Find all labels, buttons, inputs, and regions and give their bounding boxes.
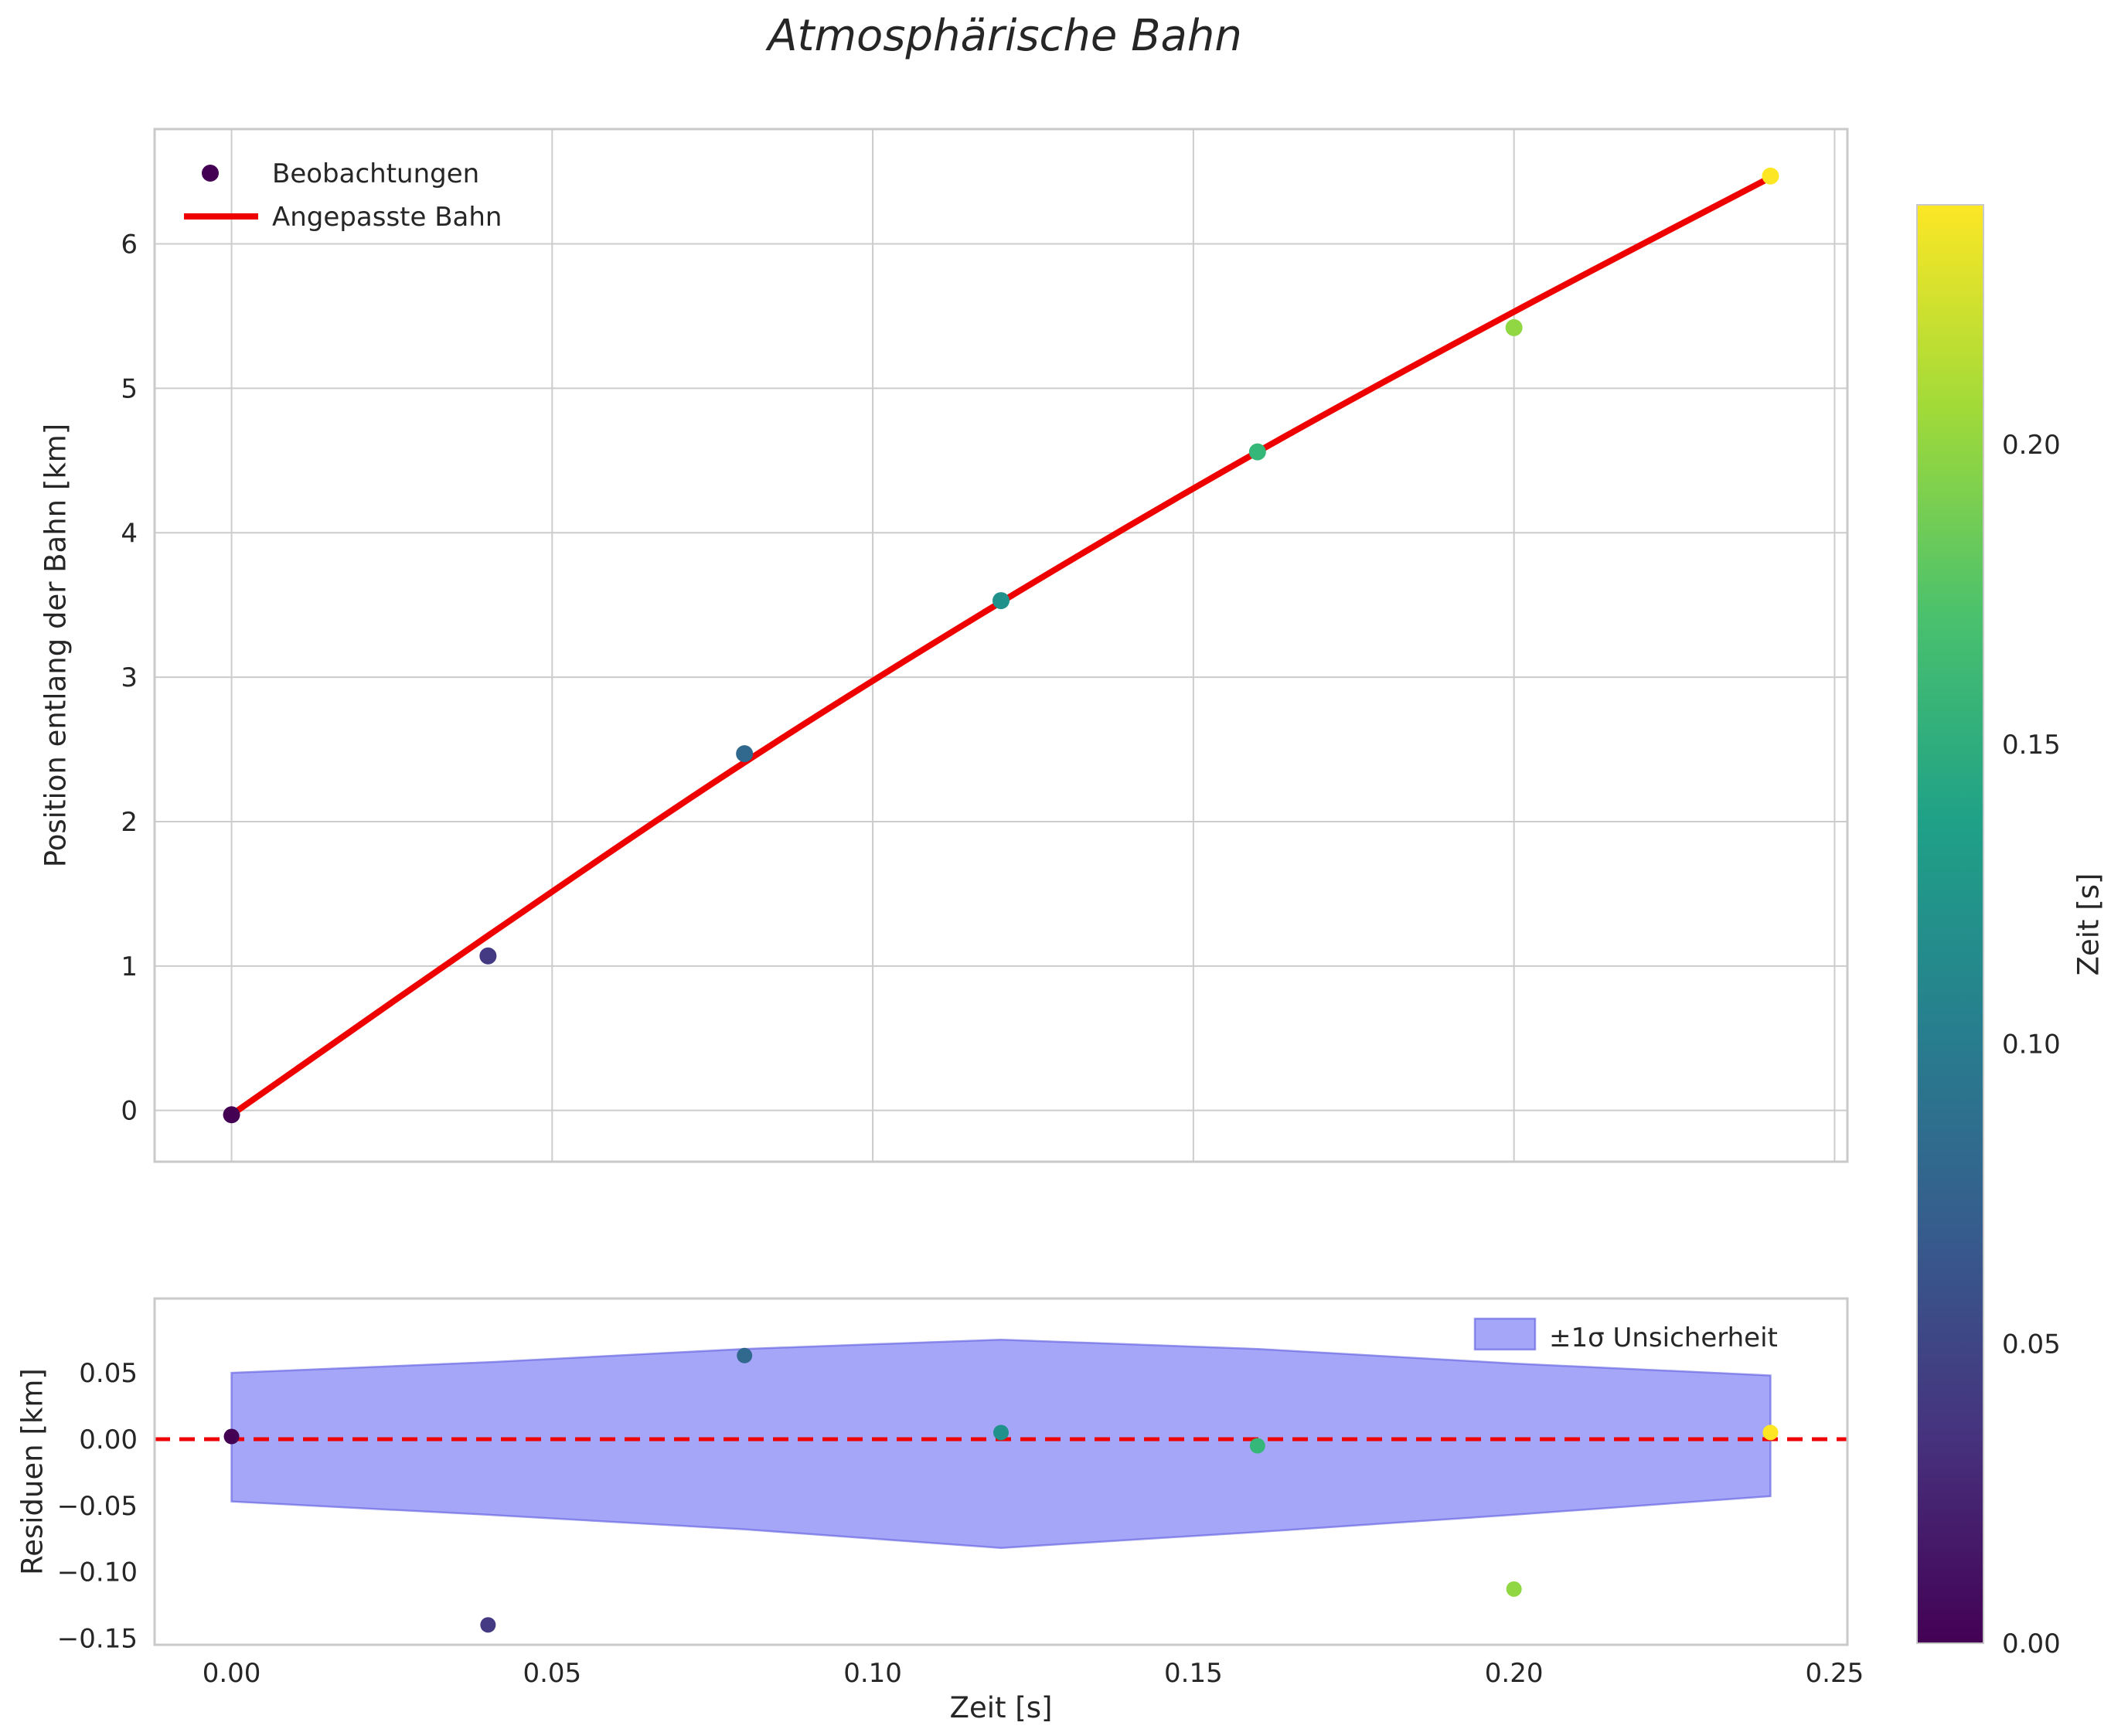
- observation-point: [1248, 443, 1266, 461]
- residual-y-tick-label: 0.00: [79, 1425, 138, 1455]
- residual-y-tick-label: −0.05: [57, 1491, 138, 1522]
- colorbar-tick-label: 0.15: [2002, 730, 2061, 761]
- observation-point: [223, 1106, 240, 1124]
- residual-plot: −0.15 −0.10 −0.05 0.00 0.05 0.00 0.05 0.10 0.15 0…: [57, 1297, 1864, 1689]
- chart-title: Atmosphärische Bahn: [768, 11, 1242, 61]
- colorbar-gradient: [1916, 204, 1984, 1644]
- residual-point: [1762, 1425, 1779, 1441]
- x-tick-label: 0.10: [843, 1658, 902, 1689]
- uncertainty-band: [230, 1338, 1772, 1549]
- legend-patch-band: [1473, 1317, 1537, 1351]
- residual-y-tick-label: −0.15: [57, 1623, 138, 1654]
- residual-y-tick-label: 0.05: [79, 1358, 138, 1389]
- main-plot: 0 1 2 3 4 5 6 Beobachtungen Angepasste Bahn: [121, 128, 1849, 1163]
- colorbar-tick-label: 0.10: [2002, 1030, 2061, 1060]
- main-y-tick-label: 0: [121, 1096, 138, 1127]
- x-tick-label: 0.00: [203, 1658, 261, 1689]
- observation-point: [993, 592, 1010, 610]
- colorbar-label: Zeit [s]: [2072, 873, 2106, 976]
- colorbar-tick-label: 0.05: [2002, 1329, 2061, 1360]
- observation-point: [1762, 167, 1779, 185]
- main-y-tick-label: 1: [121, 951, 138, 982]
- main-y-tick-label: 2: [121, 807, 138, 838]
- observation-point: [479, 947, 497, 965]
- main-y-tick-label: 4: [121, 518, 138, 549]
- main-plot-frame: [153, 128, 1849, 1163]
- residual-plot-frame: [153, 1297, 1849, 1646]
- main-grid: [155, 129, 1847, 1162]
- x-tick-label: 0.20: [1485, 1658, 1544, 1689]
- fitted-line: [228, 174, 1774, 1118]
- residual-point: [1506, 1581, 1522, 1597]
- residual-point: [737, 1347, 753, 1363]
- observation-point: [1505, 318, 1523, 336]
- main-y-axis-label: Position entlang der Bahn [km]: [39, 423, 73, 868]
- residual-point: [993, 1425, 1009, 1441]
- main-legend: Beobachtungen Angepasste Bahn: [184, 158, 502, 233]
- residual-point: [1249, 1438, 1265, 1454]
- x-axis-label: Zeit [s]: [949, 1691, 1053, 1724]
- colorbar-tick-label: 0.00: [2002, 1629, 2061, 1659]
- main-y-tick-label: 3: [121, 662, 138, 693]
- x-tick-label: 0.05: [523, 1658, 581, 1689]
- x-tick-label: 0.25: [1806, 1658, 1864, 1689]
- residual-y-tick-label: −0.10: [57, 1557, 138, 1588]
- colorbar: 0.00 0.05 0.10 0.15 0.20: [1916, 204, 2061, 1659]
- main-y-tick-label: 5: [121, 373, 138, 404]
- residual-y-axis-label: Residuen [km]: [15, 1368, 49, 1575]
- observation-point: [736, 745, 754, 763]
- residual-point: [223, 1428, 240, 1445]
- legend-label-observations: Beobachtungen: [272, 158, 479, 189]
- colorbar-tick-label: 0.20: [2002, 430, 2061, 461]
- legend-label-band: ±1σ Unsicherheit: [1549, 1322, 1778, 1353]
- residual-point: [480, 1617, 496, 1633]
- main-y-tick-label: 6: [121, 230, 138, 260]
- x-tick-label: 0.15: [1164, 1658, 1223, 1689]
- legend-marker-observations: [202, 165, 219, 182]
- legend-label-fit: Angepasste Bahn: [272, 202, 502, 233]
